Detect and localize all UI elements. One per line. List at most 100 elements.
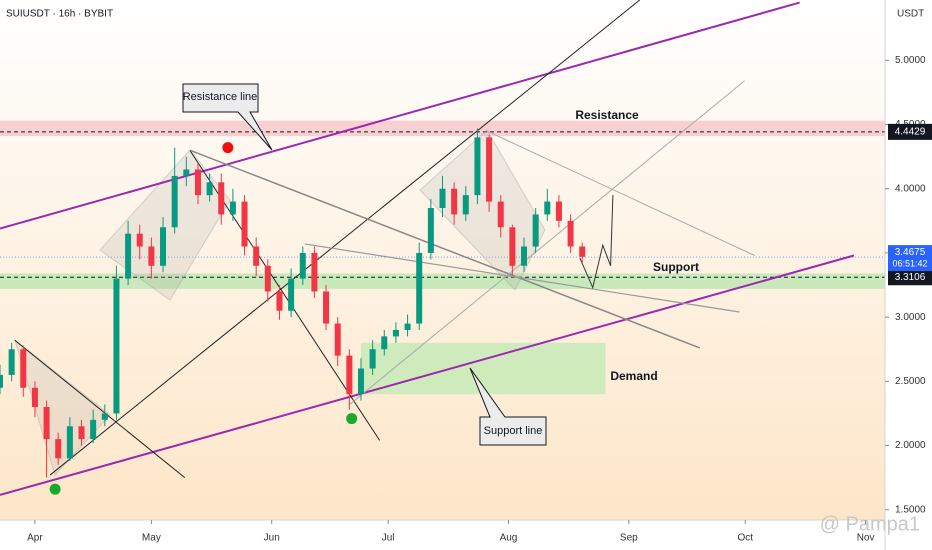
candle-body: [55, 439, 62, 459]
candle-body: [8, 349, 15, 375]
candle-body: [462, 195, 469, 215]
price-label-box: [888, 269, 932, 286]
candle-body: [148, 246, 155, 266]
candle-body: [125, 233, 132, 279]
trend-line: [189, 149, 701, 349]
candle-body: [451, 188, 458, 215]
candle-body: [579, 246, 586, 257]
candle-body: [555, 201, 562, 221]
candle-body: [264, 265, 271, 292]
y-tick-label: 2.0000: [895, 440, 926, 451]
candle-body: [392, 329, 399, 337]
candle-body: [509, 227, 516, 266]
price-label: 3.3106: [895, 272, 926, 283]
candle-body: [357, 368, 364, 395]
zone: [0, 273, 885, 289]
trend-line: [0, 1, 800, 230]
markers: [49, 142, 358, 495]
candle-body: [334, 323, 341, 356]
candle-body: [43, 407, 50, 440]
trend-line: [14, 339, 186, 479]
marker-dot: [222, 142, 234, 154]
watermark: @ Pampa1: [820, 513, 920, 535]
x-tick-label: Aug: [500, 533, 518, 544]
candle-body: [346, 355, 353, 395]
trend-line: [304, 243, 740, 313]
trend-line: [579, 195, 614, 290]
demand-label: Demand: [610, 369, 657, 383]
symbol-title: SUIUSDT · 16h · BYBIT: [6, 9, 113, 20]
candle-body: [416, 252, 423, 324]
candle-body: [474, 137, 481, 196]
candle-body: [90, 419, 97, 440]
last-price-label: 3.4675: [895, 247, 926, 258]
marker-dot: [49, 483, 61, 495]
y-tick-label: 4.0000: [895, 183, 926, 194]
trend-lines: [0, 0, 855, 496]
countdown-label: 06:51:42: [892, 258, 927, 268]
callout-text: Resistance line: [183, 91, 258, 103]
zone: [0, 120, 885, 137]
candle-body: [194, 169, 201, 196]
candle-body: [404, 323, 411, 330]
candle-body: [78, 426, 85, 440]
zone: [360, 342, 606, 395]
candle-body: [20, 349, 27, 388]
x-tick-label: Jul: [382, 533, 395, 544]
candle-body: [567, 220, 574, 247]
callout-box: [469, 367, 547, 446]
resistance-line-callout: Resistance line: [182, 83, 273, 151]
candle-body: [206, 182, 213, 196]
candle-body: [229, 201, 236, 215]
candle-body: [311, 252, 318, 292]
trend-line: [349, 80, 745, 405]
y-tick-label: 5.0000: [895, 55, 926, 66]
support-label: Support: [653, 260, 699, 274]
candle-body: [532, 214, 539, 247]
y-tick-label: 1.5000: [895, 504, 926, 515]
candle-body: [101, 413, 108, 420]
candles: [0, 128, 586, 478]
candle-body: [323, 291, 330, 324]
trend-line: [49, 0, 640, 476]
candle-body: [113, 278, 120, 414]
candle-body: [299, 252, 306, 279]
candle-body: [136, 233, 143, 247]
candle-body: [171, 175, 178, 228]
candle-body: [369, 349, 376, 369]
candle-body: [427, 208, 434, 253]
price-label: 4.4429: [895, 127, 926, 138]
x-tick-label: Apr: [27, 533, 43, 544]
axes: 1.50002.00002.50003.00003.50004.00004.50…: [27, 55, 932, 544]
time-axis-background: [0, 520, 885, 550]
zones: [0, 120, 885, 395]
candle-body: [381, 336, 388, 350]
candle-body: [0, 374, 3, 388]
last-price-box: [888, 245, 932, 272]
candle-body: [253, 246, 260, 266]
callout-text: Support line: [484, 425, 543, 437]
support-line-callout: Support line: [469, 367, 547, 446]
x-tick-label: May: [142, 533, 161, 544]
candle-body: [497, 201, 504, 228]
currency-label: USDT: [897, 9, 924, 20]
x-tick-label: Oct: [737, 533, 753, 544]
callout-box: [182, 83, 273, 151]
candle-body: [439, 188, 446, 208]
candle-body: [521, 246, 528, 266]
candle-body: [241, 201, 248, 247]
candle-body: [160, 227, 167, 266]
candle-body: [288, 278, 295, 311]
candle-body: [183, 169, 190, 176]
x-tick-label: Sep: [620, 533, 638, 544]
candle-body: [218, 182, 225, 215]
x-tick-label: Jun: [264, 533, 280, 544]
marker-dot: [346, 413, 358, 425]
x-tick-label: Nov: [857, 533, 875, 544]
resistance-label: Resistance: [575, 108, 639, 122]
candle-body: [544, 201, 551, 215]
price-label-box: [888, 123, 932, 140]
y-tick-label: 2.5000: [895, 376, 926, 387]
trend-line: [0, 254, 855, 496]
